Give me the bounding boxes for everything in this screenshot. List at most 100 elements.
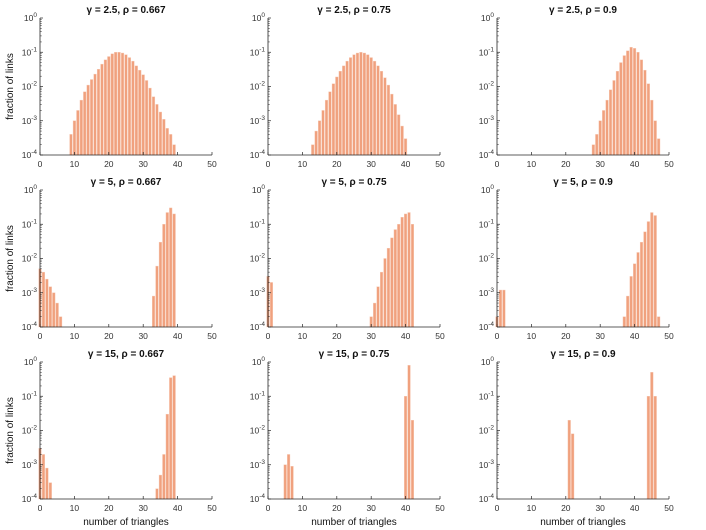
y-tick-label: 10-3 xyxy=(250,115,266,126)
y-tick-label: 10-3 xyxy=(250,287,266,298)
x-tick-label: 10 xyxy=(527,159,537,169)
histogram-bar xyxy=(609,89,613,156)
x-tick-label: 20 xyxy=(104,503,114,513)
x-tick-label: 0 xyxy=(495,331,500,341)
histogram-bar xyxy=(283,464,287,500)
histogram-bar xyxy=(314,130,318,156)
x-tick-label: 50 xyxy=(664,159,674,169)
histogram-bar xyxy=(69,134,73,156)
histogram-bar xyxy=(83,91,87,156)
x-tick-label: 20 xyxy=(104,331,114,341)
x-tick-label: 30 xyxy=(366,331,376,341)
y-tick-label: 100 xyxy=(252,356,265,367)
y-tick-label: 100 xyxy=(481,184,494,195)
histogram-bar xyxy=(646,221,650,328)
y-tick-label: 10-2 xyxy=(479,253,495,264)
x-tick-label: 40 xyxy=(173,503,183,513)
x-tick-label: 40 xyxy=(630,503,640,513)
y-tick-label: 10-3 xyxy=(22,287,38,298)
histogram-bar xyxy=(355,52,359,156)
histogram-bar xyxy=(72,120,76,156)
histogram-bar xyxy=(383,258,387,328)
x-tick-label: 40 xyxy=(401,503,411,513)
y-tick-label: 10-4 xyxy=(250,321,266,332)
histogram-bar xyxy=(151,295,156,328)
histogram-bar xyxy=(393,104,397,156)
y-tick-label: 10-4 xyxy=(22,321,38,332)
histogram-bar xyxy=(145,80,149,156)
panel-7: γ = 15, ρ = 0.667 0 10 20 30 40 50 100 10-1 10-2 1… xyxy=(5,349,217,528)
histogram-bar xyxy=(155,488,159,500)
histogram-bar xyxy=(390,93,394,156)
histogram-bar xyxy=(626,50,630,156)
y-tick-label: 10-3 xyxy=(479,459,495,470)
histogram-bar xyxy=(359,52,363,156)
x-tick-label: 40 xyxy=(401,159,411,169)
x-tick-label: 0 xyxy=(495,159,500,169)
histogram-bar xyxy=(636,252,640,328)
histogram-bar xyxy=(162,119,166,156)
panel-title: γ = 2.5, ρ = 0.667 xyxy=(86,5,165,16)
histogram-bar xyxy=(321,110,325,156)
histogram-bar xyxy=(390,237,394,328)
panel-2: γ = 2.5, ρ = 0.75 0 10 20 30 40 50 100 10-1 10-2 1… xyxy=(250,5,445,169)
histogram-bar xyxy=(41,271,45,328)
panel-1: γ = 2.5, ρ = 0.667 0 10 20 30 40 50 100 10-1 10-2… xyxy=(5,5,217,169)
histogram-bar xyxy=(407,212,411,328)
y-tick-label: 10-1 xyxy=(479,390,495,401)
histogram-bar xyxy=(93,73,97,156)
y-tick-label: 10-1 xyxy=(22,46,38,57)
y-tick-label: 10-1 xyxy=(479,46,495,57)
x-tick-label: 30 xyxy=(138,331,148,341)
y-tick-label: 10-1 xyxy=(22,390,38,401)
y-tick-label: 10-2 xyxy=(250,425,266,436)
histogram-bar xyxy=(169,207,173,328)
histogram-bar xyxy=(397,114,401,156)
y-tick-label: 10-2 xyxy=(22,425,38,436)
panel-5: γ = 5, ρ = 0.75 0 10 20 30 40 50 100 10-1 10-2 10-… xyxy=(250,177,445,341)
x-tick-label: 30 xyxy=(138,159,148,169)
histogram-bar xyxy=(162,224,166,328)
histogram-bar xyxy=(79,99,83,156)
histogram-bar xyxy=(155,104,159,156)
histogram-bar xyxy=(498,289,502,328)
y-tick-label: 10-4 xyxy=(250,493,266,504)
histogram-bar xyxy=(45,278,49,328)
y-tick-label: 10-2 xyxy=(250,253,266,264)
y-tick-label: 100 xyxy=(252,184,265,195)
histogram-bar xyxy=(76,110,80,156)
x-tick-label: 0 xyxy=(266,503,271,513)
x-tick-label: 50 xyxy=(664,331,674,341)
histogram-bar xyxy=(595,134,599,156)
y-tick-label: 10-1 xyxy=(250,390,266,401)
y-tick-label: 100 xyxy=(252,12,265,23)
x-tick-label: 10 xyxy=(70,503,80,513)
histogram-bar xyxy=(86,84,90,156)
y-tick-label: 10-3 xyxy=(479,287,495,298)
x-tick-label: 10 xyxy=(298,159,308,169)
histogram-bar xyxy=(639,241,643,328)
histogram-bar xyxy=(567,419,571,500)
y-tick-label: 10-2 xyxy=(22,81,38,92)
panel-8: γ = 15, ρ = 0.75 0 10 20 30 40 50 100 10-1 10-2 10… xyxy=(250,349,445,528)
panel-title: γ = 5, ρ = 0.667 xyxy=(91,177,162,188)
histogram-bar xyxy=(148,87,152,156)
y-tick-label: 10-4 xyxy=(479,493,495,504)
x-axis-label: number of triangles xyxy=(311,517,397,528)
panel-title: γ = 15, ρ = 0.75 xyxy=(319,349,390,360)
panel-6: γ = 5, ρ = 0.9 0 10 20 30 40 50 100 10-1 10-2 10-3… xyxy=(479,177,674,341)
panel-3: γ = 2.5, ρ = 0.9 0 10 20 30 40 50 100 10-1 10-2 10… xyxy=(479,5,674,169)
histogram-bar xyxy=(619,62,623,156)
x-tick-label: 0 xyxy=(266,159,271,169)
histogram-bar xyxy=(328,91,332,156)
histogram-bar xyxy=(103,59,107,156)
x-tick-label: 0 xyxy=(38,159,43,169)
y-tick-label: 10-2 xyxy=(22,253,38,264)
histogram-bar xyxy=(352,54,356,156)
histogram-bar xyxy=(162,454,166,500)
histogram-bar xyxy=(380,70,384,156)
histogram-bar xyxy=(107,56,111,156)
histogram-bar xyxy=(622,316,626,328)
histogram-bar xyxy=(117,52,121,156)
